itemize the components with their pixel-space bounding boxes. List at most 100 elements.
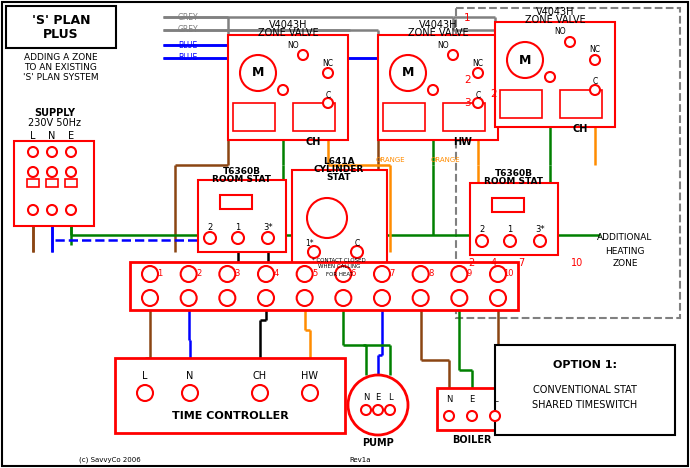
- Circle shape: [298, 50, 308, 60]
- Text: BLUE: BLUE: [178, 41, 197, 50]
- Circle shape: [232, 232, 244, 244]
- Text: C: C: [475, 90, 481, 100]
- Text: 5: 5: [312, 270, 317, 278]
- Text: L: L: [493, 395, 497, 404]
- Circle shape: [47, 167, 57, 177]
- Text: ORANGE: ORANGE: [430, 157, 460, 163]
- Bar: [6, 6, 116, 48]
- Text: M: M: [402, 66, 414, 80]
- Circle shape: [47, 205, 57, 215]
- Text: 2: 2: [468, 258, 474, 268]
- Text: E: E: [68, 131, 74, 141]
- Text: 'S' PLAN: 'S' PLAN: [32, 14, 90, 27]
- Bar: [495, 345, 675, 435]
- Circle shape: [142, 290, 158, 306]
- Text: ZONE: ZONE: [612, 259, 638, 269]
- Text: 1: 1: [507, 226, 513, 234]
- Text: OPTION 1:: OPTION 1:: [553, 360, 617, 370]
- Bar: [198, 180, 286, 252]
- Text: L: L: [30, 131, 36, 141]
- Circle shape: [490, 411, 500, 421]
- Circle shape: [374, 266, 390, 282]
- Bar: [437, 388, 507, 430]
- Text: N: N: [363, 393, 369, 402]
- Text: E: E: [469, 395, 475, 404]
- Bar: [560, 90, 602, 118]
- Text: V4043H: V4043H: [535, 7, 574, 17]
- Circle shape: [297, 266, 313, 282]
- Circle shape: [66, 167, 76, 177]
- Text: ZONE VALVE: ZONE VALVE: [524, 15, 585, 25]
- Text: 3: 3: [235, 270, 240, 278]
- Text: N: N: [186, 371, 194, 381]
- Text: 2: 2: [196, 270, 201, 278]
- Text: 4: 4: [273, 270, 279, 278]
- Text: ADDING A ZONE: ADDING A ZONE: [24, 52, 98, 61]
- Circle shape: [590, 55, 600, 65]
- Circle shape: [534, 235, 546, 247]
- Circle shape: [240, 55, 276, 91]
- Bar: [443, 103, 485, 131]
- Bar: [130, 262, 518, 310]
- Text: T6360B: T6360B: [223, 167, 261, 176]
- Circle shape: [28, 167, 38, 177]
- Bar: [115, 358, 345, 433]
- Circle shape: [413, 290, 428, 306]
- Text: N: N: [446, 395, 452, 404]
- Bar: [500, 90, 542, 118]
- Circle shape: [219, 290, 235, 306]
- Text: ZONE VALVE: ZONE VALVE: [408, 28, 469, 38]
- Bar: [293, 103, 335, 131]
- Text: ORANGE: ORANGE: [375, 157, 405, 163]
- Circle shape: [258, 290, 274, 306]
- Circle shape: [278, 85, 288, 95]
- Text: CYLINDER: CYLINDER: [314, 164, 364, 174]
- Text: T6360B: T6360B: [495, 169, 533, 178]
- Bar: [378, 35, 498, 140]
- Circle shape: [219, 266, 235, 282]
- Bar: [470, 183, 558, 255]
- Text: HW: HW: [453, 137, 473, 147]
- Text: TO AN EXISTING: TO AN EXISTING: [25, 63, 97, 72]
- Text: 10: 10: [503, 270, 513, 278]
- Text: 2: 2: [464, 75, 471, 85]
- Text: ROOM STAT: ROOM STAT: [484, 177, 544, 187]
- Text: C: C: [326, 90, 331, 100]
- Text: V4043H: V4043H: [419, 20, 457, 30]
- Text: CONVENTIONAL STAT: CONVENTIONAL STAT: [533, 385, 637, 395]
- Text: FOR HEAT: FOR HEAT: [326, 271, 353, 277]
- Circle shape: [351, 246, 363, 258]
- Bar: [46, 179, 58, 187]
- Text: Rev1a: Rev1a: [349, 457, 371, 463]
- Circle shape: [335, 290, 351, 306]
- Text: L: L: [142, 371, 148, 381]
- Text: NC: NC: [322, 58, 333, 67]
- Circle shape: [490, 290, 506, 306]
- Text: SUPPLY: SUPPLY: [34, 108, 75, 118]
- Circle shape: [307, 198, 347, 238]
- Text: M: M: [252, 66, 264, 80]
- Text: CH: CH: [305, 137, 321, 147]
- Circle shape: [490, 266, 506, 282]
- Circle shape: [385, 405, 395, 415]
- Text: C: C: [355, 239, 359, 248]
- Circle shape: [348, 375, 408, 435]
- Text: SHARED TIMESWITCH: SHARED TIMESWITCH: [533, 400, 638, 410]
- Text: * CONTACT CLOSED: * CONTACT CLOSED: [312, 257, 366, 263]
- Circle shape: [181, 266, 197, 282]
- Text: HEATING: HEATING: [605, 247, 644, 256]
- Bar: [14, 141, 94, 226]
- Text: L: L: [388, 393, 393, 402]
- Circle shape: [66, 205, 76, 215]
- Text: 2: 2: [490, 89, 497, 99]
- Circle shape: [323, 68, 333, 78]
- Text: 7: 7: [389, 270, 395, 278]
- Bar: [228, 35, 348, 140]
- Circle shape: [390, 55, 426, 91]
- Circle shape: [373, 405, 383, 415]
- Text: 3*: 3*: [263, 222, 273, 232]
- Text: N: N: [48, 131, 56, 141]
- Text: BLUE: BLUE: [178, 53, 197, 63]
- Circle shape: [66, 147, 76, 157]
- Circle shape: [28, 205, 38, 215]
